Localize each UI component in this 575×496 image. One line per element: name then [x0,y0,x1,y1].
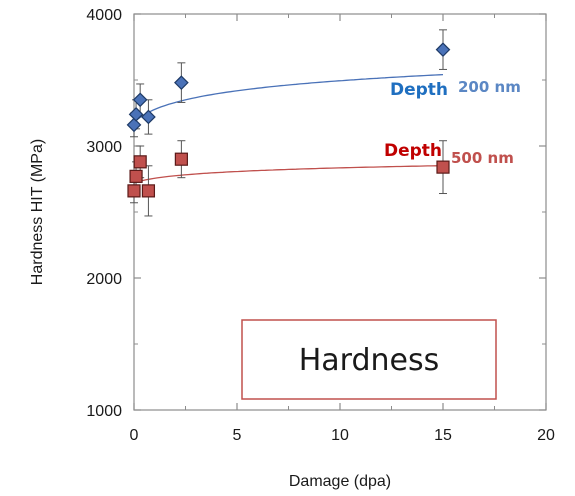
data-point-500nm [133,155,147,169]
annotation-depth-200: Depth [390,80,448,100]
x-tick-label: 20 [537,427,555,444]
data-point-500nm [129,169,143,183]
data-point-200nm [126,117,142,133]
trend-line-200nm [133,73,444,123]
tick-labels: 0 5 10 15 20 1000 2000 3000 4000 [86,7,555,444]
y-tick-label: 1000 [86,403,122,420]
y-tick-label: 3000 [86,139,122,156]
trend-lines [133,73,444,184]
data-point-500nm [436,160,450,174]
data-point-200nm [174,75,189,90]
data-point-500nm [141,184,156,198]
y-tick-label: 4000 [86,7,122,24]
hardness-label: Hardness [299,343,440,378]
annotation-depth-500: Depth [384,141,442,161]
error-bars [130,29,447,217]
data-point-500nm [174,152,188,166]
data-point-200nm [141,109,156,125]
y-tick-label: 2000 [86,271,122,288]
x-tick-label: 15 [434,427,452,444]
hardness-label-box [241,319,497,400]
x-tick-label: 0 [130,427,139,444]
axis-ticks [133,13,547,411]
data-point-500nm [127,184,141,198]
x-tick-label: 10 [331,427,349,444]
data-points [126,42,451,198]
trend-line-500nm [133,164,444,184]
data-point-200nm [128,106,144,122]
data-point-200nm [132,92,148,108]
annotation-nm-200: 200 nm [458,78,521,96]
data-point-200nm [435,42,451,57]
y-axis-title: Hardness HIT (MPa) [29,139,46,285]
x-axis-title: Damage (dpa) [289,473,391,490]
annotation-nm-500: 500 nm [451,149,514,167]
x-tick-label: 5 [233,427,242,444]
